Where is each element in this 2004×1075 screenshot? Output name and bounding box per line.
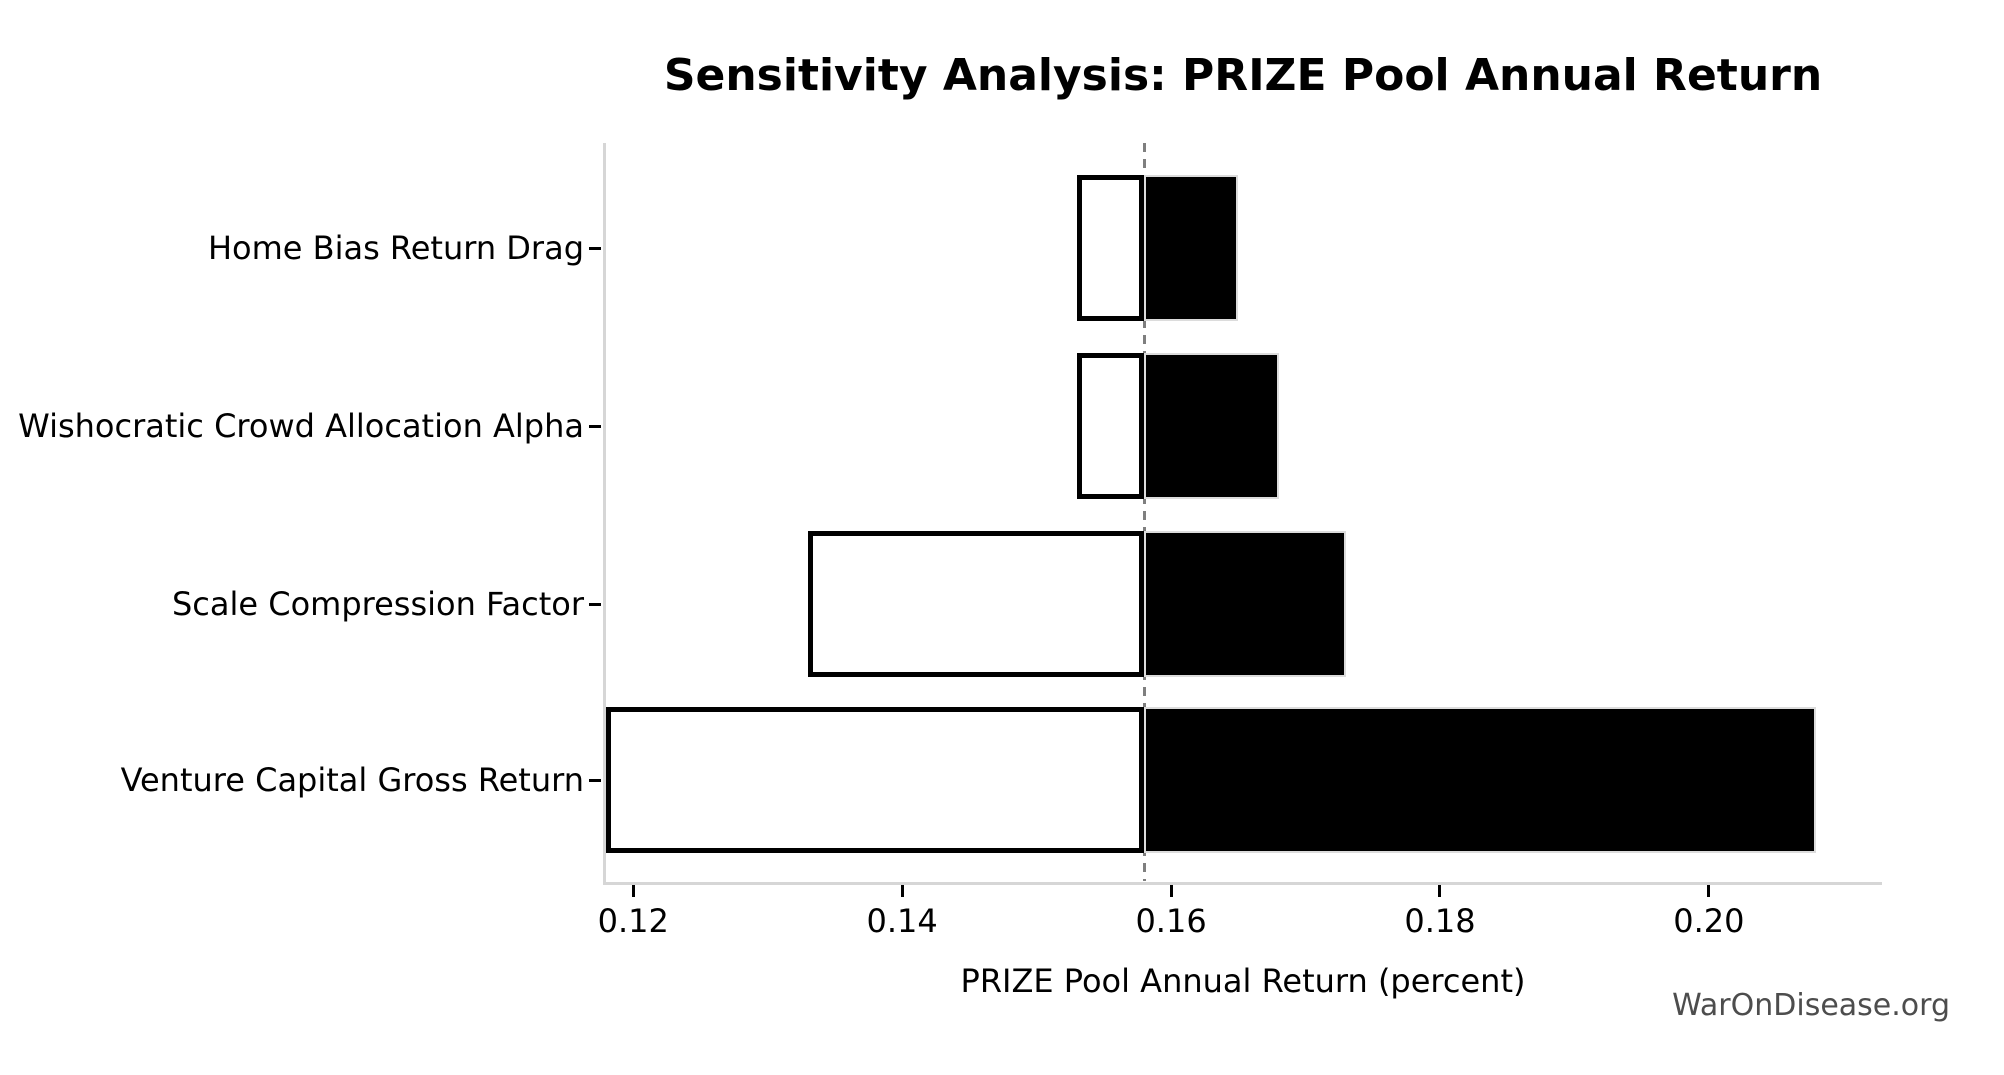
bar-low-3	[606, 707, 1145, 853]
y-tick-3	[589, 778, 601, 782]
x-axis-label: PRIZE Pool Annual Return (percent)	[960, 962, 1526, 1000]
bar-low-2	[808, 531, 1145, 677]
y-tick-0	[589, 246, 601, 250]
x-tick-label-2: 0.16	[1135, 902, 1207, 940]
category-label-0: Home Bias Return Drag	[207, 229, 584, 267]
y-tick-1	[589, 424, 601, 428]
baseline-reference-line	[1142, 143, 1146, 881]
x-tick-0	[631, 885, 635, 897]
x-tick-label-1: 0.14	[866, 902, 938, 940]
category-label-3: Venture Capital Gross Return	[120, 761, 584, 799]
x-tick-label-0: 0.12	[597, 902, 669, 940]
bar-high-1	[1144, 353, 1279, 499]
bar-high-2	[1144, 531, 1346, 677]
category-label-2: Scale Compression Factor	[171, 585, 584, 623]
bar-low-1	[1076, 353, 1145, 499]
bar-low-0	[1076, 175, 1145, 321]
x-tick-2	[1169, 885, 1173, 897]
watermark: WarOnDisease.org	[1672, 988, 1950, 1023]
x-tick-1	[900, 885, 904, 897]
x-tick-3	[1438, 885, 1442, 897]
x-tick-label-4: 0.20	[1673, 902, 1745, 940]
chart-title: Sensitivity Analysis: PRIZE Pool Annual …	[663, 50, 1823, 101]
y-tick-2	[589, 602, 601, 606]
bar-high-0	[1144, 175, 1239, 321]
x-tick-4	[1707, 885, 1711, 897]
category-label-1: Wishocratic Crowd Allocation Alpha	[18, 407, 584, 445]
bar-high-3	[1144, 707, 1817, 853]
y-axis-spine	[603, 143, 606, 884]
x-axis-spine	[603, 882, 1882, 885]
x-tick-label-3: 0.18	[1404, 902, 1476, 940]
plot-area	[589, 143, 1882, 897]
